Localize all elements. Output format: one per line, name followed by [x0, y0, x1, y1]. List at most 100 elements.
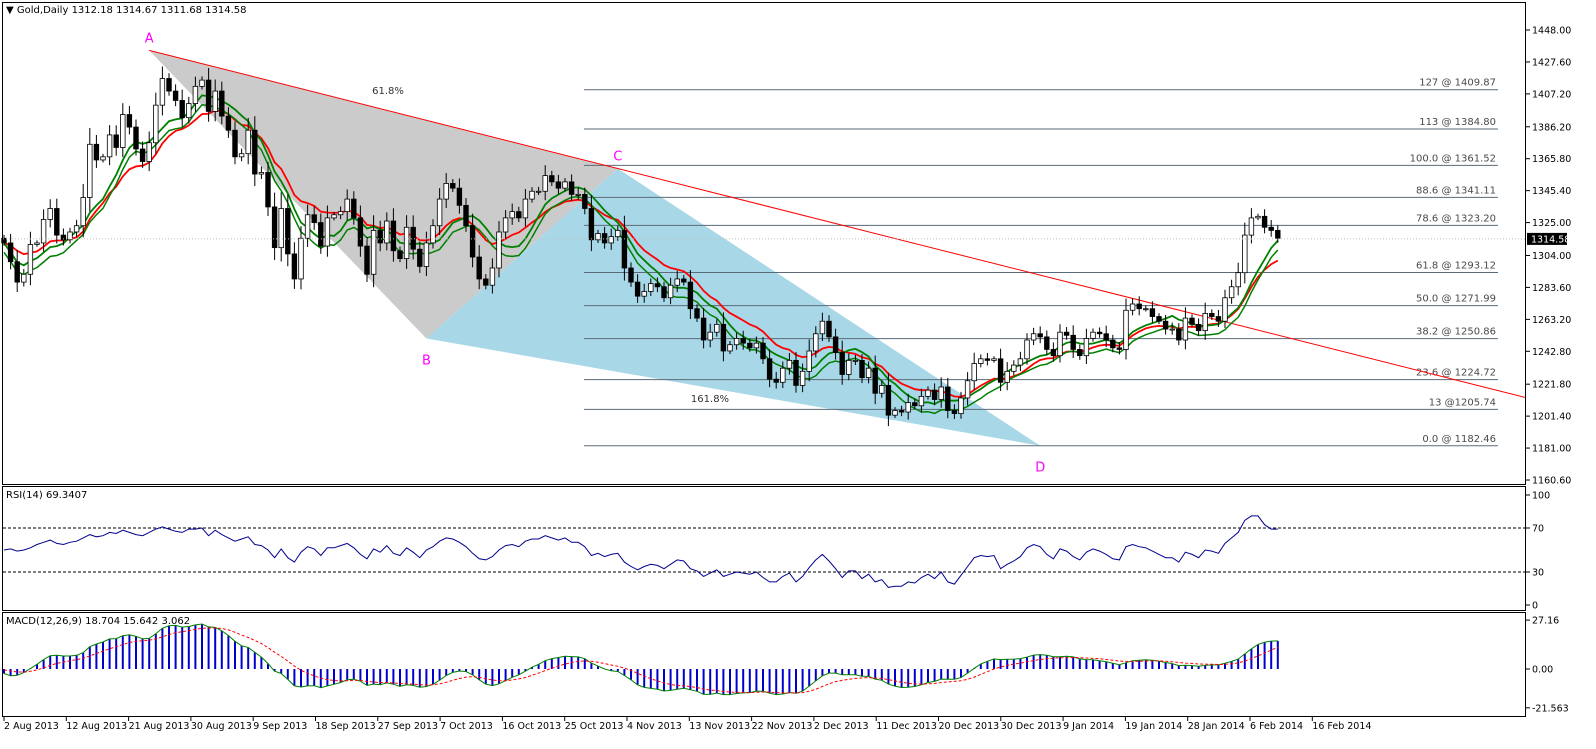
candle-body — [1149, 308, 1156, 317]
candle-body — [403, 226, 410, 260]
candle-body — [1116, 347, 1123, 350]
candle-body — [304, 214, 311, 239]
candle-body — [232, 129, 238, 158]
candle-body — [384, 220, 390, 244]
candle-body — [344, 198, 350, 213]
candle-body — [1143, 308, 1149, 311]
time-tick-label: 25 Oct 2013 — [565, 721, 624, 732]
rsi-panel-frame[interactable] — [2, 486, 1526, 611]
candle-body — [879, 385, 885, 394]
candle-body — [489, 267, 496, 286]
candle-body — [925, 389, 931, 397]
macd-header: MACD(12,26,9) 18.704 15.642 3.062 — [6, 616, 191, 627]
candle-body — [621, 230, 628, 269]
candle-body — [714, 323, 720, 333]
candle-body — [502, 217, 509, 233]
pattern-point-d: D — [1035, 461, 1045, 476]
candle-body — [1096, 331, 1103, 335]
candle-body — [832, 336, 839, 353]
candle-body — [40, 219, 47, 244]
macd-tick-label: -21.563 — [1532, 703, 1569, 714]
candle-body — [1228, 286, 1235, 299]
candle-body — [47, 208, 53, 220]
time-tick-label: 2 Dec 2013 — [814, 721, 869, 732]
candle-body — [951, 410, 958, 415]
candle-body — [1123, 309, 1129, 350]
candle-body — [522, 198, 529, 219]
candle-body — [1195, 323, 1202, 332]
candle-body — [463, 204, 469, 227]
candle-body — [997, 358, 1004, 383]
candle-body — [661, 286, 667, 299]
candle-body — [1077, 349, 1083, 357]
candle-body — [694, 308, 700, 319]
candle-body — [397, 250, 403, 260]
candle-body — [634, 281, 641, 297]
candle-body — [496, 231, 502, 269]
candle-body — [370, 230, 377, 275]
candle-body — [450, 183, 456, 189]
candle-body — [1044, 336, 1050, 350]
time-tick-label: 6 Feb 2014 — [1250, 721, 1303, 732]
collapse-triangle-icon[interactable]: ▼ — [6, 5, 14, 16]
candle-body — [311, 214, 317, 223]
candle-body — [120, 114, 126, 148]
candle-body — [166, 78, 172, 92]
candle-body — [555, 181, 562, 189]
macd-tick-label: 0.00 — [1532, 665, 1553, 676]
fib-level-label: 0.0 @ 1182.46 — [1422, 434, 1496, 445]
candle-body — [964, 380, 971, 399]
candle-body — [1268, 226, 1274, 231]
fib-level-label: 38.2 @ 1250.86 — [1416, 327, 1496, 338]
candle-body — [1176, 328, 1182, 341]
price-tick-label: 1221.80 — [1532, 380, 1571, 391]
candle-body — [938, 386, 944, 400]
candle-body — [483, 278, 489, 286]
candle-body — [21, 273, 27, 283]
rsi-tick-label: 100 — [1532, 491, 1550, 502]
main-panel-frame[interactable] — [2, 2, 1526, 485]
candle-body — [898, 410, 905, 413]
symbol-label: Gold,Daily — [16, 5, 69, 16]
candle-body — [799, 370, 806, 386]
price-tick-label: 1386.20 — [1532, 122, 1571, 133]
candle-body — [582, 194, 588, 209]
candle-body — [991, 358, 997, 361]
price-tick-label: 1181.00 — [1532, 444, 1571, 455]
fib-level-label: 50.0 @ 1271.99 — [1416, 294, 1496, 305]
candle-body — [1004, 370, 1010, 383]
candle-body — [67, 231, 73, 241]
candle-body — [192, 85, 199, 104]
price-tick-label: 1242.80 — [1532, 347, 1571, 358]
candle-body — [687, 281, 694, 310]
candle-body — [1017, 358, 1024, 366]
fib-level-label: 78.6 @ 1323.20 — [1416, 213, 1496, 224]
candle-body — [859, 359, 865, 378]
price-tick-label: 1407.20 — [1532, 89, 1571, 100]
candle-body — [720, 323, 727, 352]
macd-panel-frame[interactable] — [2, 612, 1526, 717]
main-header: ▼ Gold,Daily 1312.18 1314.67 1311.68 131… — [6, 5, 247, 16]
candle-body — [562, 181, 568, 189]
candle-body — [753, 342, 760, 349]
candle-body — [865, 367, 872, 378]
candle-body — [212, 90, 218, 112]
candle-body — [331, 214, 337, 219]
time-tick-label: 7 Oct 2013 — [440, 721, 493, 732]
candle-body — [872, 367, 878, 394]
candle-body — [813, 333, 819, 352]
pattern-point-b: B — [422, 353, 431, 368]
candle-body — [265, 172, 271, 208]
candle-body — [417, 248, 423, 267]
candle-body — [258, 172, 265, 175]
candle-body — [469, 225, 476, 258]
current-price-label: 1314.58 — [1531, 234, 1570, 245]
candle-body — [324, 217, 331, 247]
price-tick-label: 1201.40 — [1532, 412, 1571, 423]
candle-body — [885, 385, 892, 416]
candle-body — [984, 358, 991, 361]
candle-body — [747, 342, 753, 349]
candle-body — [978, 358, 984, 364]
candle-body — [337, 211, 344, 216]
